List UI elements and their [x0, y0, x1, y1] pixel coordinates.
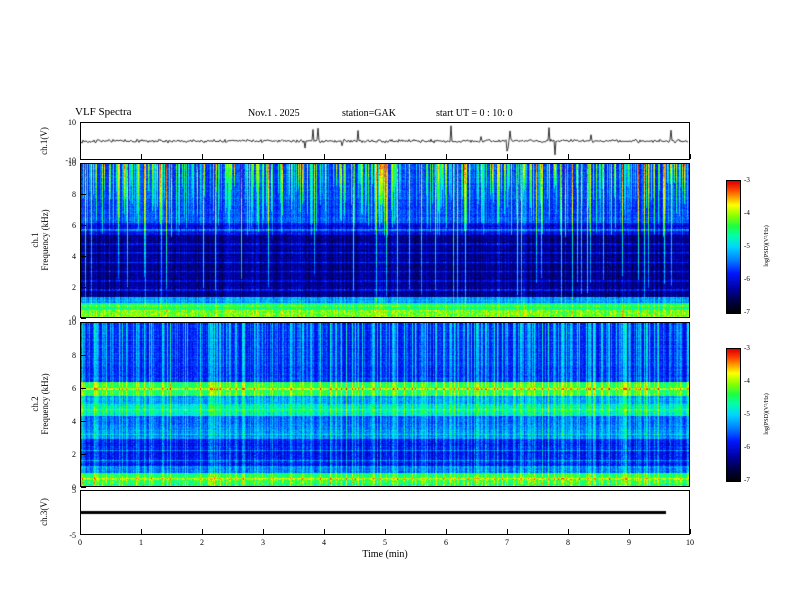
y-tick-label: 10	[68, 118, 76, 127]
x-tick-mark	[141, 529, 142, 534]
y-tick-mark	[81, 487, 86, 488]
x-tick-mark	[202, 154, 203, 159]
y-tick-mark	[81, 388, 86, 389]
ch3-waveform-panel	[80, 490, 690, 535]
y-tick-label: -5	[69, 531, 76, 540]
x-tick-label: 1	[139, 538, 143, 547]
colorbar-ch2-tick-label: -6	[744, 443, 750, 451]
colorbar-ch2	[726, 348, 741, 482]
x-tick-mark	[568, 154, 569, 159]
plot-date: Nov.1 . 2025	[248, 108, 300, 119]
x-tick-mark	[80, 154, 81, 159]
colorbar-ch2-label: log(PSD)(V²/Hz)	[764, 393, 770, 435]
ch1-waveform-canvas	[81, 123, 689, 159]
ch2-spectrogram-panel	[80, 322, 690, 487]
y-tick-label: 0	[72, 483, 76, 492]
y-tick-mark	[81, 421, 86, 422]
x-tick-label: 5	[383, 538, 387, 547]
colorbar-ch2-tick-label: -4	[744, 377, 750, 385]
x-tick-mark	[141, 154, 142, 159]
x-tick-mark	[385, 154, 386, 159]
ch1-spectrogram-canvas	[81, 164, 689, 317]
y-tick-mark	[81, 318, 86, 319]
y-tick-label: 2	[72, 283, 76, 292]
x-tick-label: 6	[444, 538, 448, 547]
ch3-voltage-axis-label: ch.3(V)	[39, 498, 49, 526]
x-tick-mark	[690, 529, 691, 534]
x-tick-mark	[385, 529, 386, 534]
colorbar-ch2-tick-label: -5	[744, 410, 750, 418]
plot-title: VLF Spectra	[75, 106, 132, 118]
x-tick-mark	[629, 154, 630, 159]
y-tick-label: 5	[72, 486, 76, 495]
y-tick-label: 6	[72, 384, 76, 393]
y-tick-label: 10	[68, 159, 76, 168]
x-tick-mark	[324, 529, 325, 534]
y-tick-label: 6	[72, 221, 76, 230]
x-tick-mark	[568, 529, 569, 534]
colorbar-ch1-label: log(PSD)(V²/Hz)	[764, 225, 770, 267]
x-tick-mark	[629, 529, 630, 534]
y-tick-mark	[81, 256, 86, 257]
x-tick-label: 8	[566, 538, 570, 547]
x-tick-mark	[507, 529, 508, 534]
x-tick-label: 0	[78, 538, 82, 547]
y-tick-mark	[81, 163, 86, 164]
y-tick-mark	[81, 454, 86, 455]
x-tick-mark	[202, 529, 203, 534]
y-tick-label: 4	[72, 252, 76, 261]
x-axis-label: Time (min)	[362, 549, 408, 560]
y-tick-label: 2	[72, 450, 76, 459]
x-tick-mark	[324, 154, 325, 159]
colorbar-ch1	[726, 180, 741, 314]
y-tick-label: 0	[72, 314, 76, 323]
x-tick-mark	[446, 529, 447, 534]
colorbar-ch1-tick-label: -3	[744, 176, 750, 184]
colorbar-ch1-tick-label: -4	[744, 209, 750, 217]
y-tick-label: 10	[68, 318, 76, 327]
x-tick-label: 9	[627, 538, 631, 547]
x-tick-mark	[263, 154, 264, 159]
y-tick-label: 8	[72, 351, 76, 360]
ch1-spectrogram-panel	[80, 163, 690, 318]
ch3-waveform-canvas	[81, 491, 689, 534]
colorbar-ch2-tick-label: -3	[744, 344, 750, 352]
x-tick-mark	[690, 154, 691, 159]
y-tick-mark	[81, 322, 86, 323]
plot-start-ut: start UT = 0 : 10: 0	[436, 108, 513, 119]
x-tick-mark	[80, 529, 81, 534]
x-tick-label: 4	[322, 538, 326, 547]
colorbar-ch1-tick-label: -7	[744, 308, 750, 316]
x-tick-label: 10	[686, 538, 694, 547]
x-tick-label: 3	[261, 538, 265, 547]
plot-station: station=GAK	[342, 108, 396, 119]
y-tick-mark	[81, 194, 86, 195]
x-tick-mark	[507, 154, 508, 159]
x-tick-label: 7	[505, 538, 509, 547]
y-tick-mark	[81, 225, 86, 226]
x-tick-label: 2	[200, 538, 204, 547]
y-tick-label: 4	[72, 417, 76, 426]
x-tick-mark	[263, 529, 264, 534]
colorbar-ch2-tick-label: -7	[744, 476, 750, 484]
y-tick-mark	[81, 287, 86, 288]
y-tick-mark	[81, 355, 86, 356]
ch2-spectrogram-canvas	[81, 323, 689, 486]
y-tick-label: 8	[72, 190, 76, 199]
y-tick-label: -10	[65, 156, 76, 165]
colorbar-ch1-tick-label: -6	[744, 275, 750, 283]
x-tick-mark	[446, 154, 447, 159]
colorbar-ch1-tick-label: -5	[744, 242, 750, 250]
ch1-waveform-panel	[80, 122, 690, 160]
